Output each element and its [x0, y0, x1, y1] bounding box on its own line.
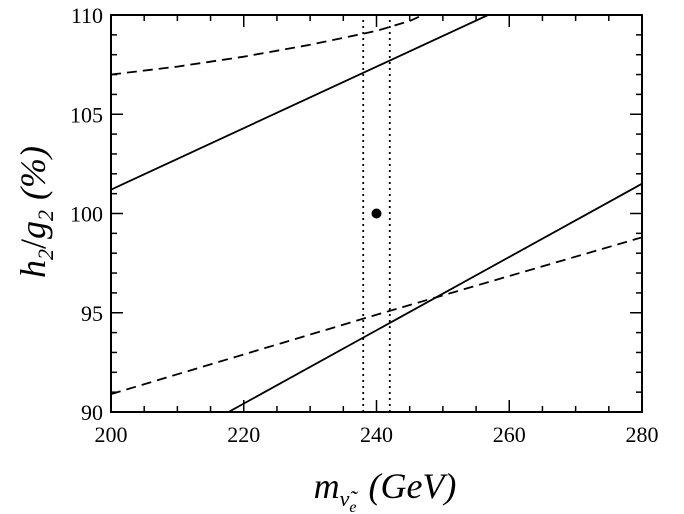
x-tick-label: 200 [95, 422, 128, 447]
x-tick-label: 280 [626, 422, 659, 447]
series-layer [111, 15, 642, 412]
y-axis-title-h: h [13, 260, 53, 278]
y-tick-label: 105 [70, 102, 103, 127]
data-point [371, 208, 382, 219]
x-axis-title: mν̃e(GeV) [314, 466, 457, 514]
x-axis-title-main: m [314, 466, 340, 506]
y-axis-title-slash: / [13, 239, 53, 249]
x-tick-label: 260 [493, 422, 526, 447]
x-axis-title-subsub: e [349, 499, 356, 514]
series-line-solid-1 [111, 15, 489, 191]
x-tick-label: 220 [227, 422, 260, 447]
series-line-dashed-3 [111, 15, 424, 76]
plot-frame [110, 14, 643, 413]
series-line-dashed-4 [111, 236, 642, 395]
tick-labels-layer: 200 220 240 260 280 90 95 100 105 110 [70, 3, 659, 447]
y-tick-label: 90 [81, 400, 103, 425]
y-axis-title-g-sub: 2 [33, 210, 58, 221]
y-axis-title-g: g [13, 221, 53, 239]
y-axis-title-h-sub: 2 [33, 249, 58, 260]
y-axis-title-unit: (%) [13, 146, 53, 200]
y-tick-label: 100 [70, 202, 103, 227]
y-axis-title: h2/g2(%) [13, 146, 58, 278]
y-tick-label: 95 [81, 301, 103, 326]
x-tick-label: 240 [360, 422, 393, 447]
y-tick-label: 110 [71, 3, 103, 28]
points-layer [371, 208, 382, 219]
x-axis-title-unit: (GeV) [368, 466, 456, 506]
